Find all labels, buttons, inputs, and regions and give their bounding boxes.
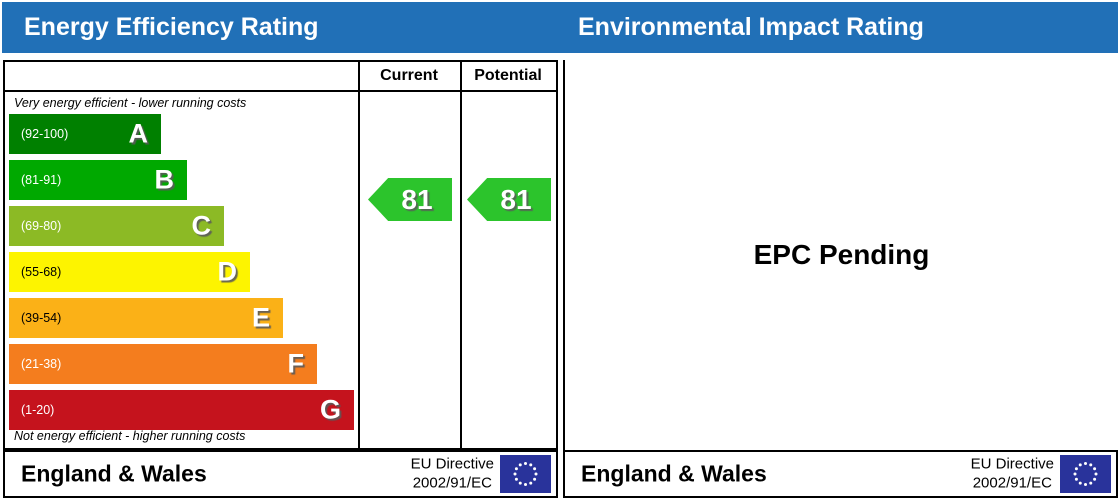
potential-column-header: Potential (474, 67, 542, 84)
very-efficient-note: Very energy efficient - lower running co… (14, 96, 247, 110)
band-E: (39-54) E (9, 298, 283, 338)
band-range-label: (1-20) (21, 403, 55, 417)
band-D: (55-68) D (9, 252, 250, 292)
current-column-divider (358, 62, 360, 448)
epc-pending-text: EPC Pending (753, 239, 930, 270)
band-B: (81-91) B (9, 160, 187, 200)
region-label: England & Wales (21, 460, 207, 487)
current-rating-arrow: 81 (368, 178, 452, 221)
environmental-footer: England & Wales EU Directive 2002/91/EC (563, 450, 1118, 498)
band-letter: F (287, 348, 305, 379)
band-G: (1-20) G (9, 390, 354, 430)
current-column-header: Current (380, 67, 438, 84)
band-letter: E (251, 302, 270, 333)
band-letter: A (128, 118, 149, 149)
band-letter: D (217, 256, 238, 287)
eu-flag-icon (1060, 455, 1111, 493)
eu-flag-icon (500, 455, 551, 493)
table-header-row: Current Potential (5, 62, 556, 92)
band-range-label: (55-68) (21, 265, 62, 279)
band-F: (21-38) F (9, 344, 317, 384)
band-letter: B (154, 164, 175, 195)
band-range-label: (39-54) (21, 311, 62, 325)
band-range-label: (69-80) (21, 219, 62, 233)
band-range-label: (21-38) (21, 357, 62, 371)
environmental-rating-title: Environmental Impact Rating (578, 13, 924, 41)
environmental-impact-panel: EPC Pending (563, 60, 1118, 450)
energy-efficiency-table: Current Potential Very energy efficient … (3, 60, 558, 450)
eu-directive-label: EU Directive 2002/91/EC (970, 455, 1054, 491)
title-bar: Energy Efficiency Rating Environmental I… (2, 2, 1118, 53)
region-label: England & Wales (581, 460, 767, 487)
potential-rating-arrow: 81 (467, 178, 551, 221)
band-range-label: (81-91) (21, 173, 62, 187)
band-range-label: (92-100) (21, 127, 69, 141)
eu-directive-label: EU Directive 2002/91/EC (410, 455, 494, 491)
energy-footer: England & Wales EU Directive 2002/91/EC (3, 450, 558, 498)
potential-column-divider (460, 62, 462, 448)
band-letter: G (319, 394, 341, 425)
band-A: (92-100) A (9, 114, 161, 154)
band-letter: C (191, 210, 212, 241)
band-C: (69-80) C (9, 206, 224, 246)
not-efficient-note: Not energy efficient - higher running co… (14, 429, 246, 443)
energy-rating-title: Energy Efficiency Rating (24, 13, 319, 41)
